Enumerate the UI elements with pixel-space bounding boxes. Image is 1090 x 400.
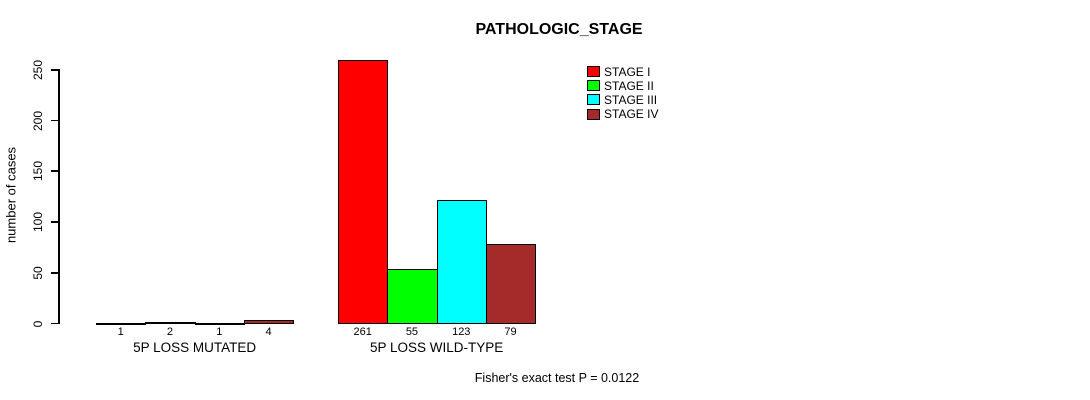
bar-value-label: 261 <box>353 326 372 338</box>
y-tick <box>51 68 58 71</box>
bar <box>96 322 147 325</box>
legend-label: STAGE IV <box>604 107 659 122</box>
bar <box>338 59 389 325</box>
bar <box>243 320 295 325</box>
y-tick <box>51 170 58 173</box>
bar-value-label: 2 <box>166 326 173 338</box>
bar <box>387 268 438 325</box>
bar-value-label: 4 <box>265 326 272 338</box>
bar-value-label: 1 <box>216 326 223 338</box>
bar <box>194 322 245 325</box>
y-axis-line <box>58 68 60 324</box>
y-tick-label: 250 <box>31 59 45 80</box>
y-tick-label: 100 <box>31 211 45 233</box>
y-tick-label: 0 <box>31 320 45 327</box>
legend-swatch <box>587 66 600 77</box>
legend-label: STAGE I <box>604 64 651 79</box>
y-tick-label: 50 <box>31 266 45 280</box>
y-tick <box>51 271 58 274</box>
bar-value-label: 55 <box>405 326 419 338</box>
chart-title: PATHOLOGIC_STAGE <box>475 21 643 38</box>
y-axis-label: number of cases <box>3 146 19 244</box>
annotation-text: Fisher's exact test P = 0.0122 <box>474 371 640 385</box>
bar <box>485 244 537 325</box>
bar-value-label: 79 <box>504 326 517 338</box>
legend-swatch <box>587 94 600 106</box>
bar-value-label: 1 <box>117 326 124 338</box>
group-label: 5P LOSS MUTATED <box>133 340 257 355</box>
bar <box>436 199 487 325</box>
bar <box>145 322 196 325</box>
y-tick-label: 200 <box>31 110 45 131</box>
bar-value-label: 123 <box>452 326 471 338</box>
y-tick <box>51 119 58 122</box>
group-label: 5P LOSS WILD-TYPE <box>369 340 504 355</box>
legend-label: STAGE III <box>604 92 658 107</box>
legend-swatch <box>587 108 600 120</box>
y-tick-label: 150 <box>31 161 45 182</box>
legend-swatch <box>587 80 600 92</box>
y-tick <box>51 221 58 223</box>
legend-label: STAGE II <box>604 78 654 93</box>
y-tick <box>51 322 58 325</box>
